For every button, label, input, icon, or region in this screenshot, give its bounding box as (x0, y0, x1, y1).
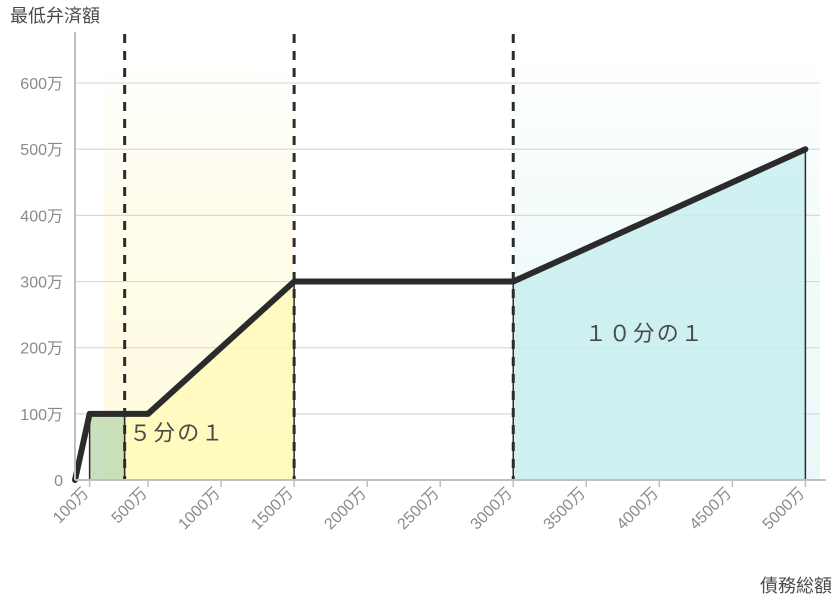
y-axis-title: 最低弁済額 (10, 6, 100, 26)
chart-container: 0100万200万300万400万500万600万100万500万1000万15… (0, 0, 840, 606)
x-axis-title: 債務総額 (760, 576, 832, 596)
y-tick-label: 400万 (20, 208, 63, 225)
y-tick-label: 600万 (20, 76, 63, 93)
region-fill (90, 414, 125, 480)
y-tick-label: 500万 (20, 142, 63, 159)
region-label: ５分の１ (129, 420, 225, 445)
region-label: １０分の１ (585, 321, 705, 346)
chart-svg: 0100万200万300万400万500万600万100万500万1000万15… (0, 0, 840, 606)
y-tick-label: 100万 (20, 407, 63, 424)
y-tick-label: 300万 (20, 275, 63, 292)
y-tick-label: 200万 (20, 341, 63, 358)
y-tick-label: 0 (54, 473, 63, 490)
